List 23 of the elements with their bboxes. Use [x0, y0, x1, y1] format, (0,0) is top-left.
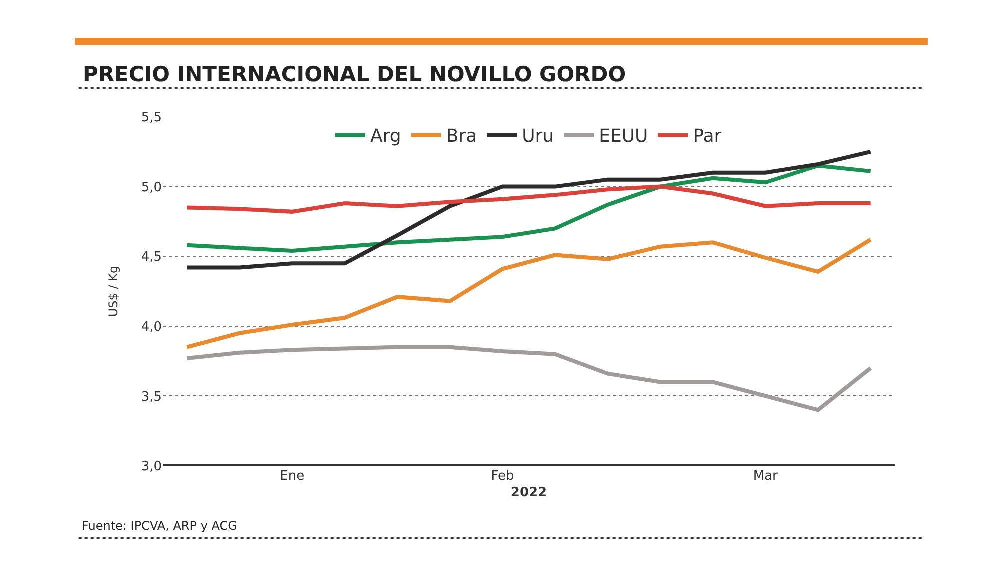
line-series [185, 150, 873, 270]
line-series [185, 164, 873, 254]
y-tick-label: 4,5 [141, 250, 162, 266]
x-tick-label: Feb [491, 469, 514, 484]
y-tick-label: 4,0 [141, 320, 162, 335]
legend-label: Uru [522, 126, 554, 148]
y-tick-label: 3,5 [141, 390, 162, 405]
x-axis-title: 2022 [510, 486, 548, 501]
legend-label: Arg [370, 126, 402, 148]
line-series [185, 184, 873, 214]
line-series [185, 238, 873, 350]
line-series [185, 345, 873, 412]
y-axis-title: US$ / Kg [106, 266, 121, 318]
legend-label: Par [693, 126, 722, 148]
legend-label: EEUU [599, 126, 648, 148]
y-tick-label: 5,0 [141, 180, 162, 196]
chart-title: PRECIO INTERNACIONAL DEL NOVILLO GORDO [83, 62, 626, 86]
y-tick-label: 3,0 [141, 460, 162, 475]
x-tick-label: Ene [280, 469, 305, 484]
source-note: Fuente: IPCVA, ARP y ACG [82, 519, 238, 533]
legend-label: Bra [446, 126, 478, 148]
x-tick-label: Mar [753, 469, 779, 484]
y-tick-label: 5,5 [141, 110, 162, 126]
